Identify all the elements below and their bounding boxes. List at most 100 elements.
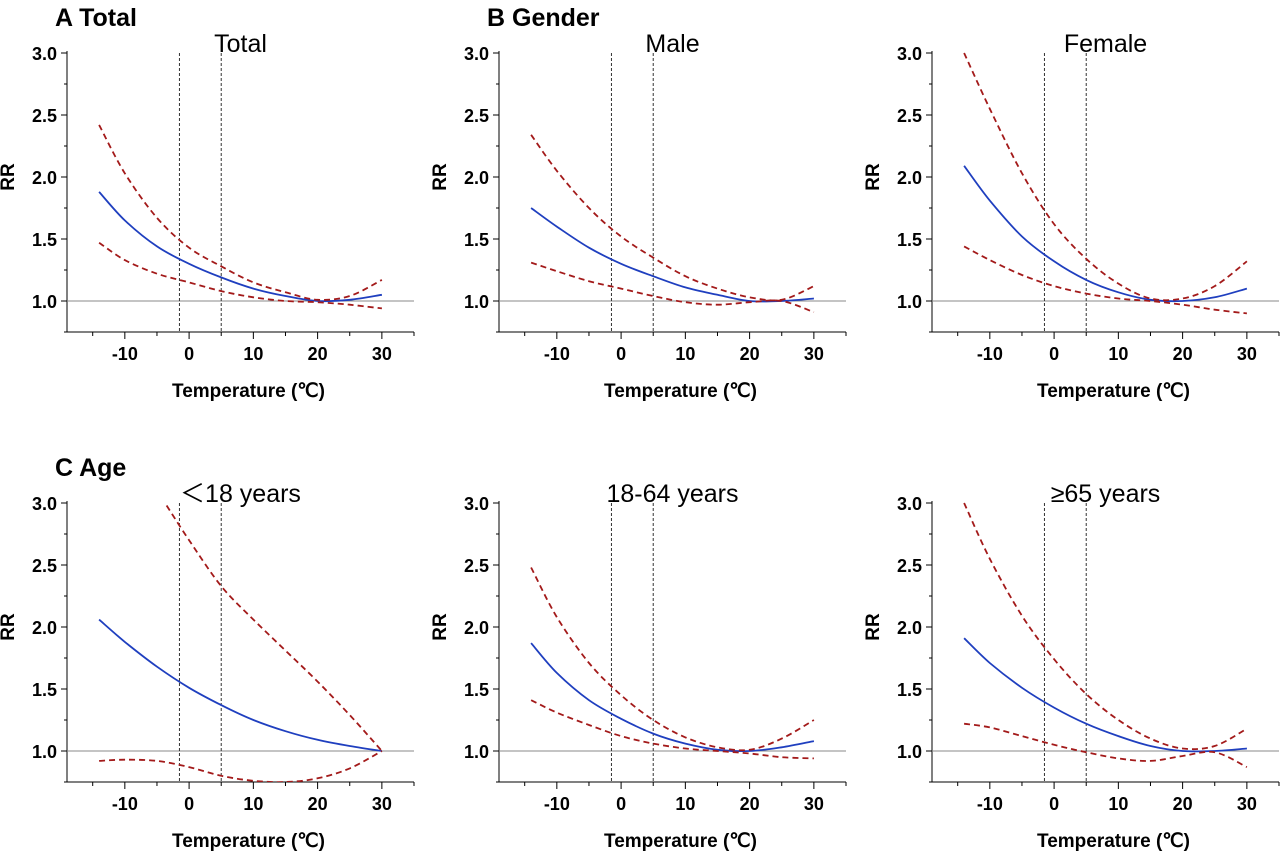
panel-title: 18-64 years (606, 480, 738, 508)
y-tick-label: 1.5 (32, 230, 57, 250)
y-tick-label: 1.5 (464, 680, 489, 700)
x-tick-label: 0 (616, 344, 626, 364)
x-tick-label: -10 (977, 794, 1003, 814)
x-tick-label: 0 (1049, 344, 1059, 364)
y-tick-label: 3.0 (464, 44, 489, 64)
y-tick-label: 3.0 (897, 494, 922, 514)
panel-0: Total 1.0 1.5 2.0 2.5 3.0 -10 0 10 20 30 Temperatur… (0, 30, 415, 402)
y-tick-label: 3.0 (32, 44, 57, 64)
x-axis-label: Temperature (℃) (172, 831, 325, 852)
lower-ci-curve (963, 245, 1247, 315)
panel-title: Total (214, 30, 267, 58)
panel-title: Female (1064, 30, 1147, 58)
upper-ci-curve (530, 567, 815, 752)
y-axis-label: RR (863, 163, 884, 191)
y-tick-label: 3.0 (464, 494, 489, 514)
panel-4: 18-64 years 1.0 1.5 2.0 2.5 3.0 -10 0 10 20 30 Temp… (430, 480, 847, 852)
x-tick-label: 30 (804, 794, 824, 814)
x-tick-label: 30 (372, 344, 392, 364)
y-tick-label: 3.0 (897, 44, 922, 64)
section-label: C Age (55, 454, 126, 482)
estimate-curve (530, 207, 814, 303)
x-tick-label: 30 (1237, 344, 1257, 364)
y-tick-label: 2.5 (464, 556, 489, 576)
lower-ci-curve (530, 699, 814, 760)
x-tick-label: 10 (243, 794, 263, 814)
x-tick-label: 30 (1237, 794, 1257, 814)
y-tick-label: 1.0 (897, 742, 922, 762)
x-axis-label: Temperature (℃) (1037, 381, 1190, 402)
x-tick-label: 20 (740, 344, 760, 364)
x-tick-label: 0 (1049, 794, 1059, 814)
lower-ci-curve (98, 241, 382, 310)
lower-ci-curve (99, 750, 383, 782)
x-tick-label: 10 (1108, 344, 1128, 364)
x-tick-label: 20 (1173, 794, 1193, 814)
lower-ci-curve (963, 722, 1248, 768)
y-tick-label: 3.0 (32, 494, 57, 514)
panel-title: Male (645, 30, 699, 58)
x-tick-label: 0 (184, 344, 194, 364)
upper-ci-curve (963, 502, 1248, 751)
y-tick-label: 1.0 (32, 742, 57, 762)
y-tick-label: 2.0 (464, 618, 489, 638)
x-tick-label: -10 (977, 344, 1003, 364)
x-tick-label: 30 (804, 344, 824, 364)
upper-ci-curve (165, 505, 383, 752)
series-group (530, 567, 815, 760)
estimate-curve (963, 165, 1248, 303)
estimate-curve (98, 618, 383, 752)
x-axis-label: Temperature (℃) (1037, 831, 1190, 852)
y-tick-label: 2.5 (897, 556, 922, 576)
x-axis-label: Temperature (℃) (604, 381, 757, 402)
series-group (963, 52, 1248, 315)
y-axis-label: RR (430, 613, 451, 641)
y-axis-label: RR (0, 613, 19, 641)
x-tick-label: 10 (675, 794, 695, 814)
series-group (98, 124, 383, 310)
panel-title: ≥65 years (1051, 480, 1161, 508)
x-tick-label: -10 (544, 344, 570, 364)
panel-5: ≥65 years 1.0 1.5 2.0 2.5 3.0 -10 0 10 20 30 Temper… (863, 480, 1280, 852)
x-tick-label: -10 (544, 794, 570, 814)
y-tick-label: 2.0 (897, 618, 922, 638)
estimate-curve (98, 191, 383, 303)
y-axis-label: RR (863, 613, 884, 641)
section-label: B Gender (487, 4, 600, 32)
x-tick-label: -10 (112, 794, 138, 814)
estimate-curve (963, 637, 1247, 753)
panel-1: Male 1.0 1.5 2.0 2.5 3.0 -10 0 10 20 30 Temperature… (430, 30, 847, 402)
y-tick-label: 1.0 (32, 292, 57, 312)
upper-ci-curve (98, 124, 383, 301)
y-tick-label: 1.5 (32, 680, 57, 700)
y-tick-label: 2.0 (32, 618, 57, 638)
y-tick-label: 2.5 (32, 106, 57, 126)
x-tick-label: 10 (1108, 794, 1128, 814)
y-tick-label: 1.0 (897, 292, 922, 312)
y-tick-label: 2.0 (32, 168, 57, 188)
y-axis-label: RR (430, 163, 451, 191)
series-group (530, 134, 815, 314)
x-tick-label: 20 (308, 794, 328, 814)
y-axis-label: RR (0, 163, 19, 191)
y-tick-label: 2.5 (897, 106, 922, 126)
upper-ci-curve (530, 134, 815, 302)
panel-2: Female 1.0 1.5 2.0 2.5 3.0 -10 0 10 20 30 Temperatu… (863, 30, 1280, 402)
panel-title: ＜18 years (180, 480, 301, 508)
x-tick-label: 20 (740, 794, 760, 814)
x-tick-label: 10 (675, 344, 695, 364)
y-tick-label: 2.5 (464, 106, 489, 126)
estimate-curve (530, 642, 815, 753)
x-axis-label: Temperature (℃) (604, 831, 757, 852)
y-tick-label: 1.5 (464, 230, 489, 250)
y-tick-label: 1.0 (464, 292, 489, 312)
y-tick-label: 2.5 (32, 556, 57, 576)
y-tick-label: 1.5 (897, 230, 922, 250)
x-tick-label: 0 (184, 794, 194, 814)
section-label: A Total (55, 4, 137, 32)
y-tick-label: 2.0 (897, 168, 922, 188)
series-group (963, 502, 1248, 768)
lower-ci-curve (530, 261, 815, 314)
y-tick-label: 1.5 (897, 680, 922, 700)
